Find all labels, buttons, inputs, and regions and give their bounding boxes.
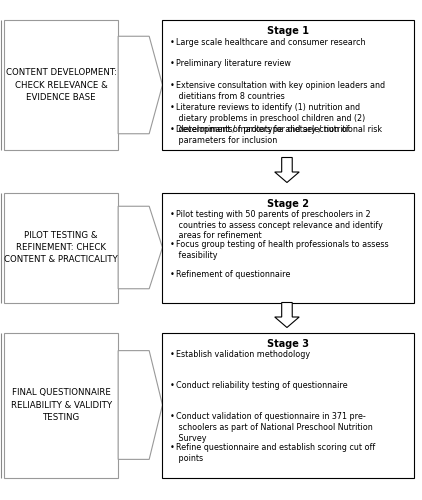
Text: •: • (170, 412, 175, 421)
Text: Large scale healthcare and consumer research: Large scale healthcare and consumer rese… (176, 38, 366, 46)
Polygon shape (275, 158, 299, 182)
Text: FINAL QUESTIONNAIRE
RELIABILITY & VALIDITY
TESTING: FINAL QUESTIONNAIRE RELIABILITY & VALIDI… (11, 388, 112, 422)
Text: Preliminary literature review: Preliminary literature review (176, 60, 291, 68)
Text: Refinement of questionnaire: Refinement of questionnaire (176, 270, 291, 278)
FancyBboxPatch shape (162, 332, 414, 478)
Text: •: • (170, 381, 175, 390)
FancyBboxPatch shape (4, 20, 118, 150)
Text: Conduct reliability testing of questionnaire: Conduct reliability testing of questionn… (176, 381, 348, 390)
Text: CONTENT DEVELOPMENT:
CHECK RELEVANCE &
EVIDENCE BASE: CONTENT DEVELOPMENT: CHECK RELEVANCE & E… (5, 68, 117, 102)
Text: •: • (170, 210, 175, 219)
FancyBboxPatch shape (4, 332, 118, 478)
Text: Stage 3: Stage 3 (267, 339, 309, 349)
Polygon shape (118, 206, 162, 289)
Text: •: • (170, 38, 175, 46)
Text: •: • (170, 240, 175, 249)
Text: •: • (170, 82, 175, 90)
Text: Stage 1: Stage 1 (267, 26, 309, 36)
Text: PILOT TESTING &
REFINEMENT: CHECK
CONTENT & PRACTICALITY: PILOT TESTING & REFINEMENT: CHECK CONTEN… (4, 230, 118, 264)
Text: •: • (170, 270, 175, 278)
Text: Pilot testing with 50 parents of preschoolers in 2
 countries to assess concept : Pilot testing with 50 parents of prescho… (176, 210, 383, 240)
Text: •: • (170, 350, 175, 359)
FancyBboxPatch shape (162, 20, 414, 150)
Text: Stage 2: Stage 2 (267, 199, 309, 209)
Text: Development of prototype and selection of
 parameters for inclusion: Development of prototype and selection o… (176, 125, 350, 145)
Text: Focus group testing of health professionals to assess
 feasibility: Focus group testing of health profession… (176, 240, 389, 260)
Text: •: • (170, 60, 175, 68)
Text: Conduct validation of questionnaire in 371 pre-
 schoolers as part of National P: Conduct validation of questionnaire in 3… (176, 412, 373, 443)
Text: Establish validation methodology: Establish validation methodology (176, 350, 311, 359)
Polygon shape (118, 36, 162, 134)
Text: Refine questionnaire and establish scoring cut off
 points: Refine questionnaire and establish scori… (176, 444, 376, 463)
Text: Extensive consultation with key opinion leaders and
 dietitians from 8 countries: Extensive consultation with key opinion … (176, 82, 386, 101)
FancyBboxPatch shape (4, 192, 118, 302)
Polygon shape (118, 350, 162, 460)
Text: •: • (170, 444, 175, 452)
Text: Literature reviews to identify (1) nutrition and
 dietary problems in preschool : Literature reviews to identify (1) nutri… (176, 103, 382, 134)
Polygon shape (275, 302, 299, 328)
Text: •: • (170, 103, 175, 112)
Text: •: • (170, 125, 175, 134)
FancyBboxPatch shape (162, 192, 414, 302)
